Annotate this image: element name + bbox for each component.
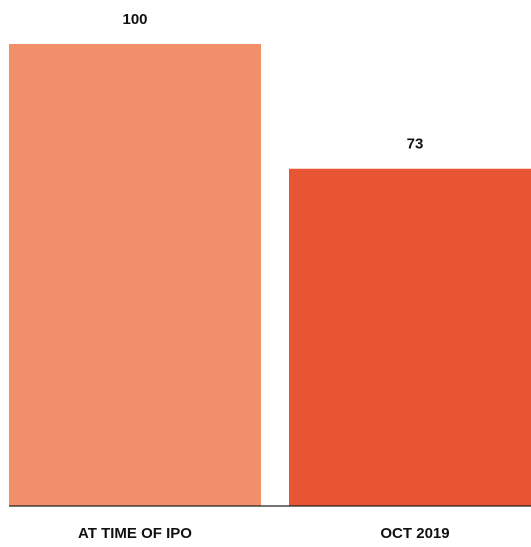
bar-1 <box>9 44 261 506</box>
data-label-1: 100 <box>122 11 147 28</box>
x-tick-label-2: OCT 2019 <box>380 525 449 542</box>
data-label-2: 73 <box>407 136 424 153</box>
bar-2 <box>289 168 531 507</box>
x-tick-label-1: AT TIME OF IPO <box>78 525 192 542</box>
